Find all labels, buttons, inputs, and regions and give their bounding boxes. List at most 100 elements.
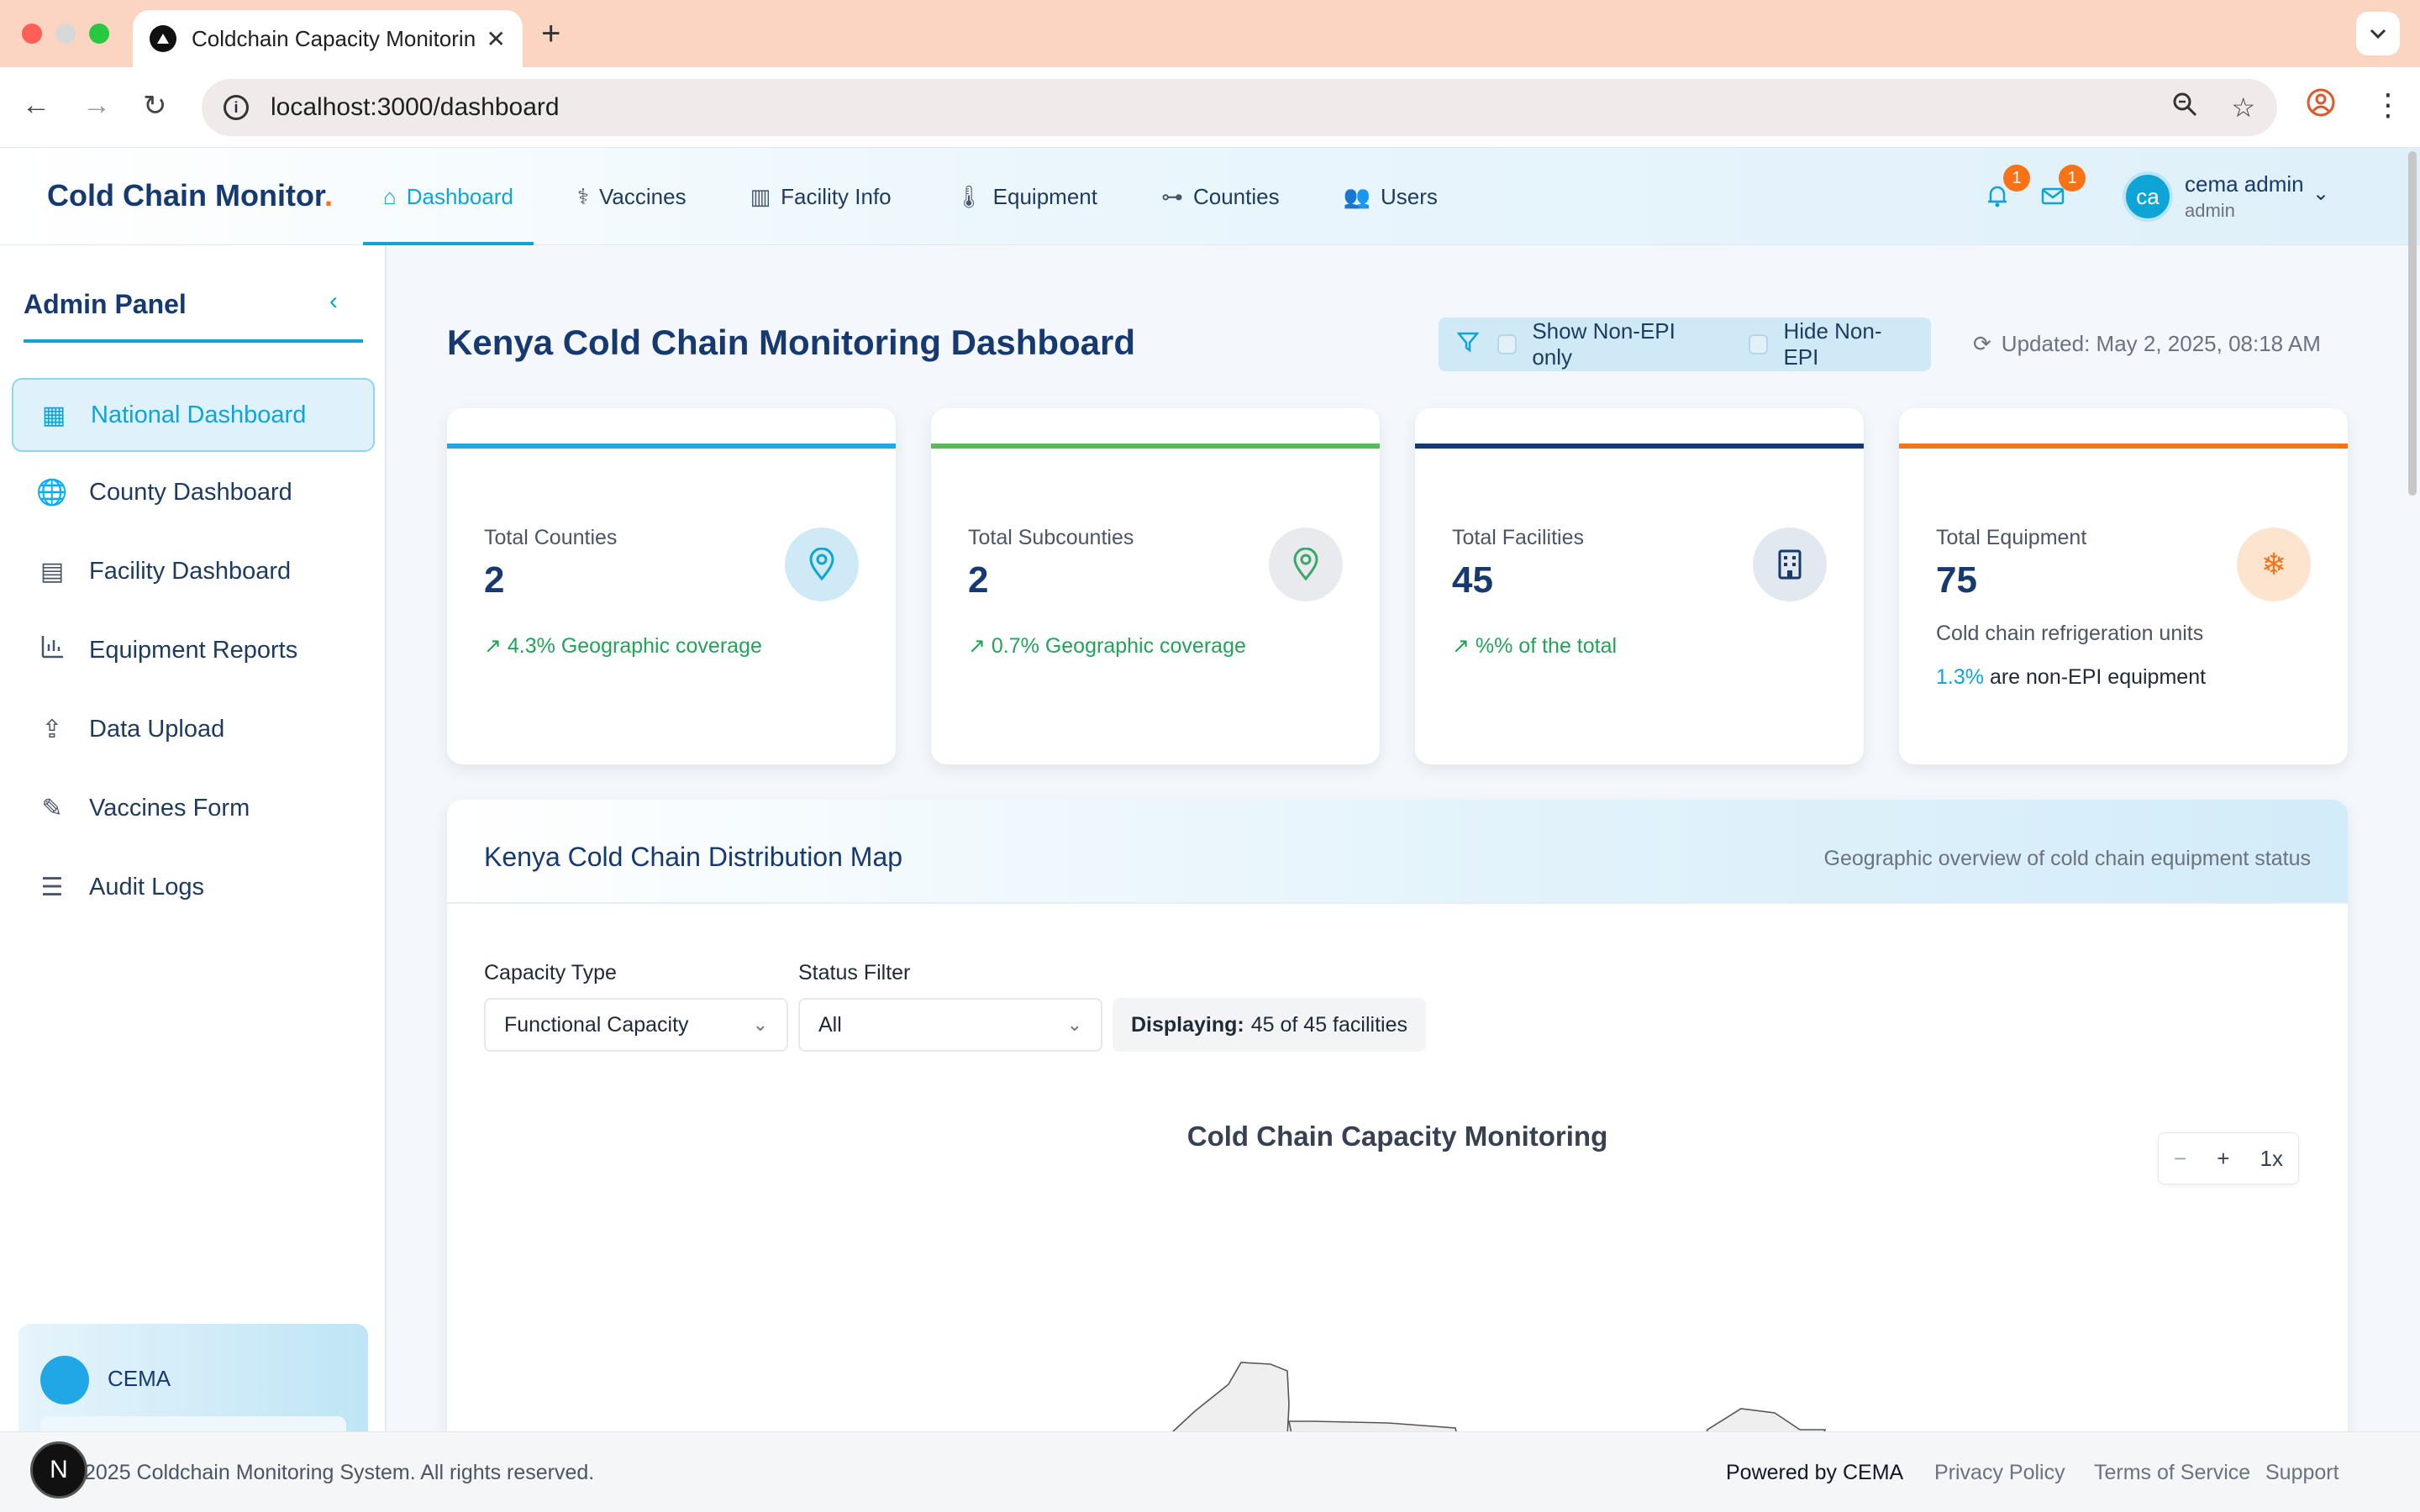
bar-chart-icon [35, 634, 69, 666]
message-badge: 1 [2059, 165, 2086, 192]
chevron-down-icon: ⌄ [752, 1014, 768, 1035]
sidebar-item-national-dashboard[interactable]: ▦ National Dashboard [12, 378, 375, 452]
address-bar[interactable]: i localhost:3000/dashboard ☆ [202, 79, 2277, 136]
server-icon: ☰ [40, 873, 64, 901]
stat-card-total-counties: Total Counties 2 ↗ 4.3% Geographic cover… [447, 408, 896, 764]
epi-filter: Show Non-EPI only Hide Non-EPI [1439, 318, 1931, 371]
tab-search-button[interactable] [2356, 12, 2400, 55]
zoom-level: 1x [2260, 1145, 2283, 1171]
stat-value: 45 [1452, 559, 1493, 601]
main-nav: ⌂ Dashboard ⚕ Vaccines ▥ Facility Info 🌡 Equ… [363, 148, 1481, 245]
zoom-in-button[interactable]: + [2217, 1145, 2230, 1171]
chevron-down-icon: ⌄ [1066, 1014, 1082, 1035]
stat-card-total-facilities: Total Facilities 45 ↗ %% of the total [1415, 408, 1864, 764]
back-arrow-icon[interactable]: ← [22, 89, 50, 121]
show-non-epi-checkbox[interactable] [1497, 334, 1518, 354]
bell-icon[interactable] [1985, 183, 2010, 215]
privacy-policy-link[interactable]: Privacy Policy [1934, 1461, 2065, 1484]
organization-avatar [40, 1356, 89, 1404]
organization-name: CEMA [108, 1366, 171, 1391]
dev-tools-badge[interactable]: N [30, 1441, 87, 1499]
stethoscope-icon: ⚕ [576, 183, 589, 209]
building-icon: ▥ [750, 183, 771, 209]
tab-title: Coldchain Capacity Monitorin [192, 25, 476, 51]
capacity-type-label: Capacity Type [484, 961, 617, 984]
url-text[interactable]: localhost:3000/dashboard [271, 93, 560, 121]
organization-card[interactable]: CEMA [18, 1324, 368, 1433]
stat-label: Total Equipment [1936, 526, 2087, 549]
kebab-menu-icon[interactable]: ⋮ [2373, 87, 2403, 122]
nav-vaccines[interactable]: ⚕ Vaccines [576, 183, 687, 209]
forward-arrow-icon[interactable]: → [82, 89, 111, 121]
capacity-type-select[interactable]: Functional Capacity ⌄ [484, 998, 788, 1052]
new-tab-button[interactable]: + [541, 15, 561, 52]
admin-sidebar: Admin Panel ‹ ▦ National Dashboard 🌐 Count… [0, 245, 387, 1433]
app-header: Cold Chain Monitor. ⌂ Dashboard ⚕ Vaccines… [0, 148, 2420, 245]
chevron-down-icon[interactable]: ⌄ [2312, 182, 2330, 205]
stat-note: Cold chain refrigeration units [1936, 622, 2204, 645]
browser-tab[interactable]: Coldchain Capacity Monitorin ✕ [133, 10, 523, 67]
terms-of-service-link[interactable]: Terms of Service [2094, 1461, 2251, 1484]
hide-non-epi-label[interactable]: Hide Non-EPI [1783, 318, 1882, 370]
map-chart-title: Cold Chain Capacity Monitoring [1186, 1121, 1608, 1152]
chevron-left-icon[interactable]: ‹ [329, 287, 338, 315]
map-title: Kenya Cold Chain Distribution Map [484, 842, 903, 872]
snowflake-icon: ❄ [2237, 528, 2311, 601]
sidebar-title-underline [24, 339, 363, 343]
nav-counties[interactable]: ⊶ Counties [1160, 183, 1280, 209]
nav-equipment[interactable]: 🌡 Equipment [955, 183, 1097, 209]
stat-label: Total Facilities [1452, 526, 1584, 549]
triangle-favicon-icon [150, 25, 176, 52]
sidebar-item-equipment-reports[interactable]: Equipment Reports [12, 613, 375, 687]
stat-trend: ↗ 0.7% Geographic coverage [968, 634, 1246, 658]
stat-value: 75 [1936, 559, 1977, 601]
status-filter-select[interactable]: All ⌄ [798, 998, 1102, 1052]
avatar[interactable]: ca [2123, 171, 2173, 222]
card-accent-bar [1415, 444, 1864, 449]
site-info-icon[interactable]: i [224, 95, 249, 120]
sidebar-item-data-upload[interactable]: ⇪ Data Upload [12, 692, 375, 766]
copyright-text: 2025 Coldchain Monitoring System. All ri… [84, 1461, 595, 1484]
profile-icon[interactable] [2306, 87, 2336, 125]
sidebar-item-audit-logs[interactable]: ☰ Audit Logs [12, 850, 375, 924]
facility-icon: ▤ [39, 557, 65, 585]
map-pins-icon: ⊶ [1160, 183, 1183, 209]
organization-card-inner [40, 1416, 346, 1433]
sidebar-item-facility-dashboard[interactable]: ▤ Facility Dashboard [12, 534, 375, 608]
map-subtitle: Geographic overview of cold chain equipm… [1823, 847, 2312, 870]
last-updated: ⟳ Updated: May 2, 2025, 08:18 AM [1973, 331, 2321, 356]
stat-card-total-equipment: Total Equipment 75 Cold chain refrigerat… [1899, 408, 2348, 764]
sidebar-item-county-dashboard[interactable]: 🌐 County Dashboard [36, 478, 292, 507]
reload-icon[interactable]: ↻ [143, 90, 167, 122]
location-pin-icon [785, 528, 859, 601]
globe-icon: 🌐 [36, 478, 68, 507]
page-scrollbar[interactable] [2408, 151, 2417, 496]
browser-toolbar: ← → ↻ i localhost:3000/dashboard ☆ ⋮ [0, 67, 2420, 148]
nav-users[interactable]: 👥 Users [1343, 183, 1438, 209]
page-title: Kenya Cold Chain Monitoring Dashboard [447, 323, 1136, 362]
mail-icon[interactable] [2040, 183, 2065, 215]
user-name[interactable]: cema admin [2185, 171, 2304, 197]
card-accent-bar [931, 444, 1380, 449]
status-filter-label: Status Filter [798, 961, 911, 984]
close-window-button[interactable] [22, 24, 42, 44]
sidebar-item-vaccines-form[interactable]: ✎ Vaccines Form [12, 771, 375, 845]
brand-logo[interactable]: Cold Chain Monitor. [47, 178, 333, 213]
building-icon [1753, 528, 1827, 601]
bookmark-star-icon[interactable]: ☆ [2231, 92, 2255, 123]
kenya-county-map[interactable] [1035, 1152, 1876, 1472]
minimize-window-button[interactable] [55, 24, 76, 44]
zoom-out-button[interactable]: − [2174, 1145, 2187, 1171]
page-footer: 2025 Coldchain Monitoring System. All ri… [0, 1431, 2420, 1512]
show-non-epi-label[interactable]: Show Non-EPI only [1532, 318, 1676, 370]
nav-dashboard[interactable]: ⌂ Dashboard [363, 148, 534, 245]
maximize-window-button[interactable] [89, 24, 109, 44]
refresh-icon[interactable]: ⟳ [1973, 331, 1991, 356]
nav-facility-info[interactable]: ▥ Facility Info [750, 183, 892, 209]
grid-icon: ▦ [41, 401, 66, 429]
support-link[interactable]: Support [2265, 1461, 2339, 1484]
powered-by-text: Powered by CEMA [1726, 1461, 1904, 1484]
tab-close-icon[interactable]: ✕ [486, 25, 506, 52]
hide-non-epi-checkbox[interactable] [1749, 334, 1769, 354]
zoom-magnifier-icon[interactable] [2172, 92, 2197, 123]
